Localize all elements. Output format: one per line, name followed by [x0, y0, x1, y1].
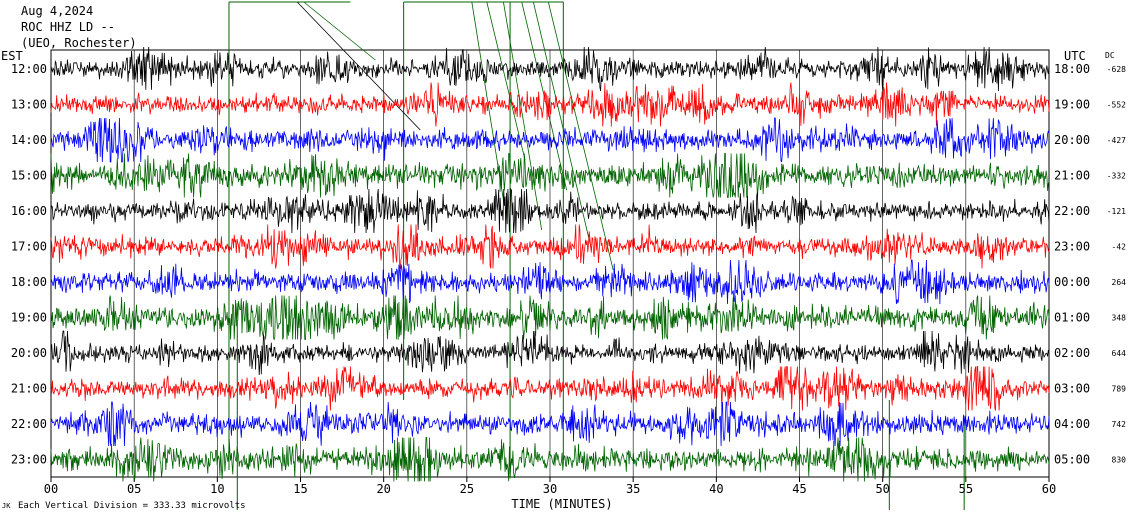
est-hour-label: 18:00 — [11, 275, 47, 289]
x-tick-label-20: 20 — [376, 482, 390, 496]
utc-hour-label: 05:00 — [1054, 453, 1090, 467]
trace-2000 — [50, 330, 1050, 376]
x-tick-label-30: 30 — [543, 482, 557, 496]
x-axis-title: TIME (MINUTES) — [511, 497, 612, 511]
x-tick-label-25: 25 — [460, 482, 474, 496]
trace-1800 — [50, 259, 1050, 305]
scale-note: Each Vertical Division = 333.33 microvol… — [18, 501, 246, 511]
overshoot-black-0 — [296, 1, 421, 131]
utc-axis-label: UTC — [1064, 49, 1086, 63]
axis-labels: 00 05 10 15 20 25 30 35 40 45 50 55 60 12:00 18:00 -628… — [11, 62, 1126, 496]
trace-1200 — [50, 46, 1050, 92]
trace-1400 — [50, 117, 1050, 163]
traces — [50, 46, 1050, 482]
trace-2300 — [50, 437, 1050, 482]
trace-1500 — [50, 152, 1050, 198]
x-tick-label-55: 55 — [959, 482, 973, 496]
x-tick-label-45: 45 — [792, 482, 806, 496]
trace-1700 — [50, 224, 1050, 270]
trace-1900 — [50, 295, 1050, 341]
trace-2100 — [50, 365, 1050, 411]
overshoot-diagonal-2 — [486, 1, 526, 161]
est-hour-label: 22:00 — [11, 417, 47, 431]
utc-hour-label: 02:00 — [1054, 346, 1090, 360]
utc-hour-label: 03:00 — [1054, 382, 1090, 396]
header-date: Aug 4,2024 — [21, 4, 93, 18]
est-hour-label: 19:00 — [11, 311, 47, 325]
est-hour-label: 13:00 — [11, 98, 47, 112]
utc-hour-label: 20:00 — [1054, 133, 1090, 147]
utc-hour-label: 21:00 — [1054, 169, 1090, 183]
dc-offset-label: -552 — [1107, 101, 1126, 110]
overshoot-diagonal-6 — [547, 1, 614, 271]
overshoot-diagonal-0 — [303, 1, 376, 61]
x-tick-label-15: 15 — [293, 482, 307, 496]
x-tick-label-60: 60 — [1042, 482, 1056, 496]
x-tick-label-40: 40 — [709, 482, 723, 496]
dc-column-label: DC — [1105, 51, 1115, 60]
dc-offset-label: 644 — [1112, 349, 1127, 358]
header-location: (UEO, Rochester) — [21, 36, 137, 50]
overshoot-diagonal-3 — [503, 1, 543, 231]
est-hour-label: 15:00 — [11, 169, 47, 183]
x-tick-label-00: 00 — [44, 482, 58, 496]
utc-hour-label: 18:00 — [1054, 62, 1090, 76]
dc-offset-label: -42 — [1112, 243, 1127, 252]
dc-offset-label: -628 — [1107, 65, 1126, 74]
est-hour-label: 14:00 — [11, 133, 47, 147]
dc-offset-label: 789 — [1112, 385, 1127, 394]
x-tick-label-05: 05 — [127, 482, 141, 496]
dc-offset-label: -332 — [1107, 172, 1126, 181]
utc-hour-label: 23:00 — [1054, 240, 1090, 254]
x-tick-label-50: 50 — [875, 482, 889, 496]
trace-1300 — [50, 82, 1050, 127]
overshoot-diagonal-5 — [532, 1, 592, 251]
x-tick-label-35: 35 — [626, 482, 640, 496]
est-hour-label: 21:00 — [11, 382, 47, 396]
utc-hour-label: 00:00 — [1054, 275, 1090, 289]
utc-hour-label: 04:00 — [1054, 417, 1090, 431]
x-tick-label-10: 10 — [210, 482, 224, 496]
est-axis-label: EST — [1, 49, 23, 63]
est-hour-label: 23:00 — [11, 453, 47, 467]
dc-offset-label: -427 — [1107, 136, 1126, 145]
est-hour-label: 20:00 — [11, 346, 47, 360]
utc-hour-label: 22:00 — [1054, 204, 1090, 218]
dc-offset-label: -121 — [1107, 207, 1126, 216]
trace-2200 — [50, 401, 1050, 447]
dc-offset-label: 742 — [1112, 420, 1127, 429]
trace-1600 — [50, 187, 1050, 234]
footer-mark: JK — [2, 502, 11, 510]
est-hour-label: 17:00 — [11, 240, 47, 254]
est-hour-label: 16:00 — [11, 204, 47, 218]
dc-offset-label: 830 — [1112, 456, 1127, 465]
dc-offset-label: 348 — [1112, 314, 1127, 323]
utc-hour-label: 01:00 — [1054, 311, 1090, 325]
est-hour-label: 12:00 — [11, 62, 47, 76]
dc-offset-label: 264 — [1112, 278, 1127, 287]
header-station: ROC HHZ LD -- — [21, 20, 115, 34]
utc-hour-label: 19:00 — [1054, 98, 1090, 112]
